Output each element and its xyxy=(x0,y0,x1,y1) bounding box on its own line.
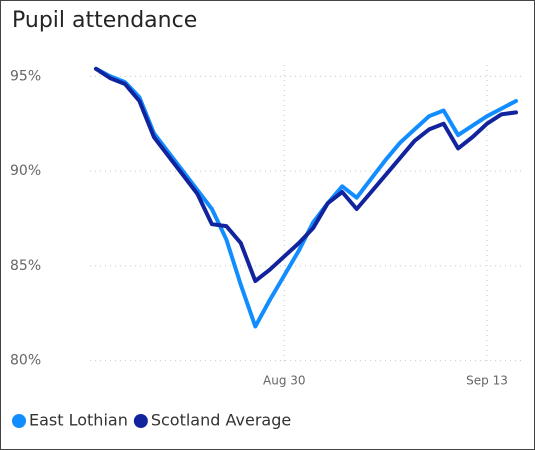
chart-title: Pupil attendance xyxy=(12,8,197,33)
y-tick-label: 85% xyxy=(10,258,41,274)
legend-label: Scotland Average xyxy=(151,411,291,430)
legend-label: East Lothian xyxy=(29,411,128,430)
x-tick-label: Aug 30 xyxy=(263,374,306,388)
legend-marker xyxy=(133,414,148,428)
x-tick-label: Sep 13 xyxy=(466,374,508,388)
y-tick-label: 95% xyxy=(10,68,41,84)
y-tick-label: 90% xyxy=(10,163,41,179)
series-line xyxy=(94,66,518,283)
legend-marker xyxy=(12,414,26,428)
y-tick-label: 80% xyxy=(10,353,41,369)
